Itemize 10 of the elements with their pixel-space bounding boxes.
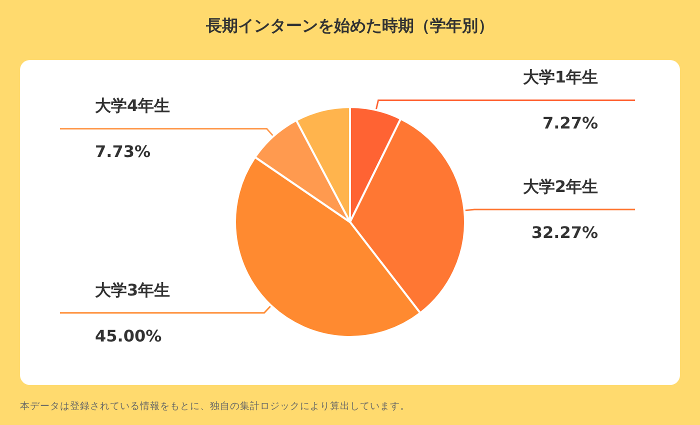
slice-label: 大学4年生 bbox=[95, 96, 170, 116]
text: 本データは登録されている情報をもとに、独自の集計ロジックにより算出しています。 bbox=[20, 400, 410, 413]
slice-label: 大学3年生 bbox=[95, 280, 170, 300]
data-label: 7.73% bbox=[95, 142, 151, 162]
data-label: 45.00% bbox=[95, 326, 162, 346]
slice-label: 大学2年生 bbox=[522, 176, 598, 196]
data-label: 32.27% bbox=[531, 222, 598, 242]
slice-label: 大学1年生 bbox=[522, 68, 598, 87]
chart-title: 長期インターンを始めた時期（学年別） bbox=[205, 16, 495, 37]
data-label: 7.27% bbox=[542, 114, 598, 133]
